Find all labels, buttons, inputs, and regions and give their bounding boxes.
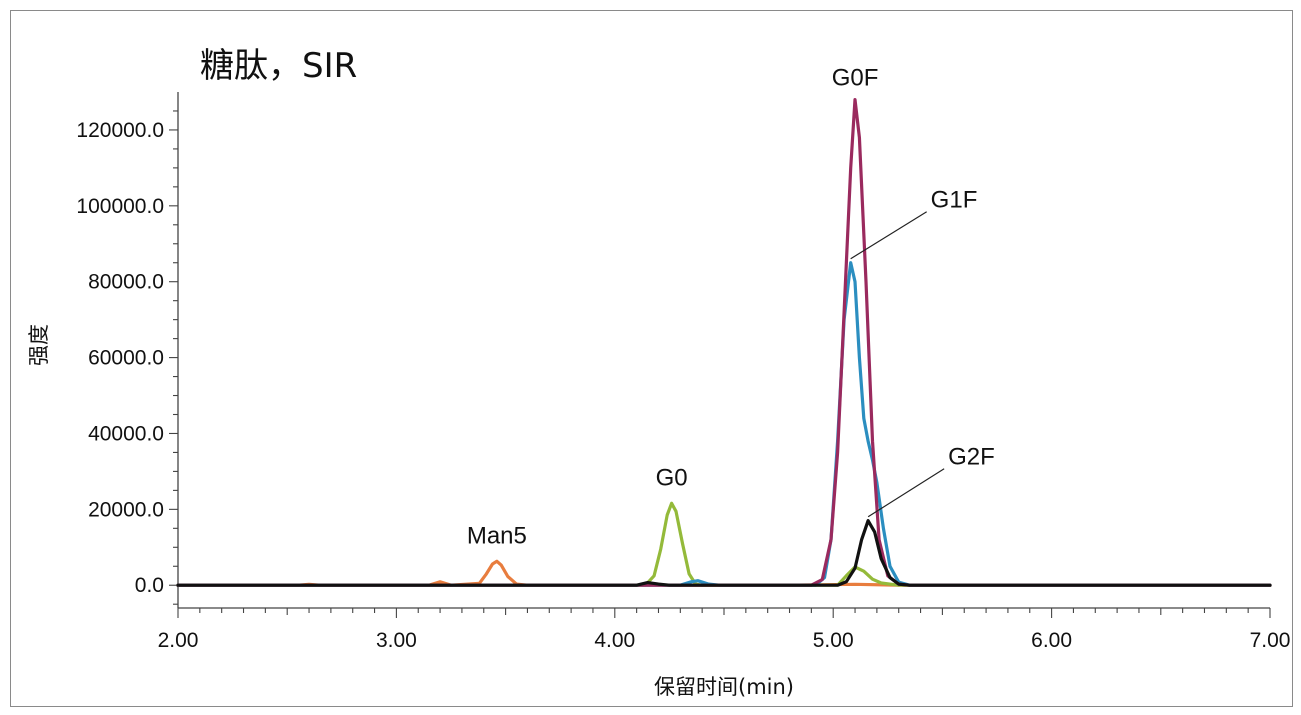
series-line-g1f (176, 261, 1272, 587)
annotation-leader-line (867, 468, 945, 518)
x-tick-label: 2.00 (158, 629, 199, 652)
series-line-g0f (176, 98, 1272, 587)
series-line-g0 (176, 501, 1272, 587)
peak-label-g1f: G1F (931, 187, 978, 214)
y-tick-label: 60000.0 (88, 347, 164, 370)
peak-label-man5: Man5 (467, 522, 527, 549)
y-tick-label: 20000.0 (88, 498, 164, 521)
peak-label-g0f: G0F (832, 65, 879, 92)
y-tick-label: 40000.0 (88, 422, 164, 445)
chart-frame (10, 10, 1293, 707)
series-line-man5 (176, 559, 1272, 587)
series-line-g2f (176, 519, 1272, 587)
annotation-leader-line (850, 211, 927, 260)
x-axis-label: 保留时间(min) (654, 675, 794, 699)
y-tick-label: 80000.0 (88, 271, 164, 294)
y-axis-label: 强度 (27, 324, 51, 366)
chart-title: 糖肽，SIR (200, 46, 357, 86)
x-tick-label: 7.00 (1250, 629, 1291, 652)
x-tick-label: 5.00 (813, 629, 854, 652)
axes: 0.0 20000.0 40000.0 60000.0 80000.0 100000.0 1… (76, 92, 1290, 652)
x-tick-label: 4.00 (594, 629, 635, 652)
series-layer (176, 98, 1272, 587)
annotation-layer: Man5 G0 G0F G1F G2F (467, 65, 995, 550)
y-tick-label: 0.0 (135, 574, 164, 597)
y-tick-label: 120000.0 (76, 119, 164, 142)
x-tick-label: 6.00 (1031, 629, 1072, 652)
peak-label-g2f: G2F (948, 444, 995, 471)
peak-label-g0: G0 (656, 464, 688, 491)
y-tick-label: 100000.0 (76, 195, 164, 218)
x-tick-label: 3.00 (376, 629, 417, 652)
